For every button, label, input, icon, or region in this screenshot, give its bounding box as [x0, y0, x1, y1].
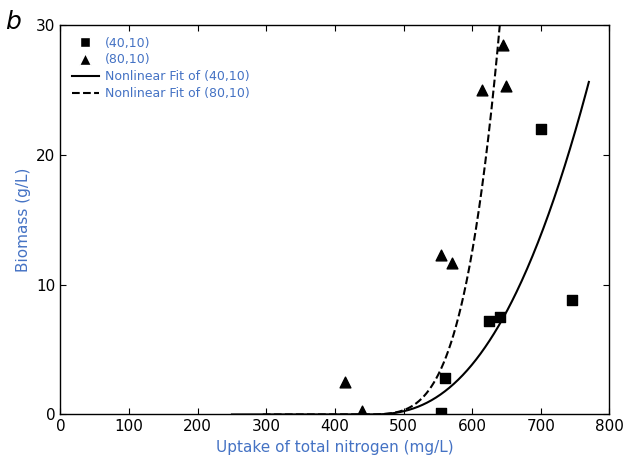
Point	[446, 259, 457, 267]
Point	[485, 317, 495, 325]
Legend: (40,10), (80,10), Nonlinear Fit of (40,10), Nonlinear Fit of (80,10): (40,10), (80,10), Nonlinear Fit of (40,1…	[67, 32, 255, 105]
Point	[436, 251, 446, 259]
Point	[478, 87, 488, 94]
Point	[439, 375, 450, 382]
Point	[566, 297, 577, 304]
Point	[436, 409, 446, 416]
Point	[498, 41, 508, 48]
Point	[358, 407, 368, 414]
Point	[536, 125, 546, 133]
X-axis label: Uptake of total nitrogen (mg/L): Uptake of total nitrogen (mg/L)	[216, 440, 453, 455]
Point	[495, 314, 505, 321]
Text: b: b	[6, 10, 22, 34]
Y-axis label: Biomass (g/L): Biomass (g/L)	[15, 168, 30, 272]
Point	[340, 378, 351, 386]
Point	[502, 82, 512, 90]
